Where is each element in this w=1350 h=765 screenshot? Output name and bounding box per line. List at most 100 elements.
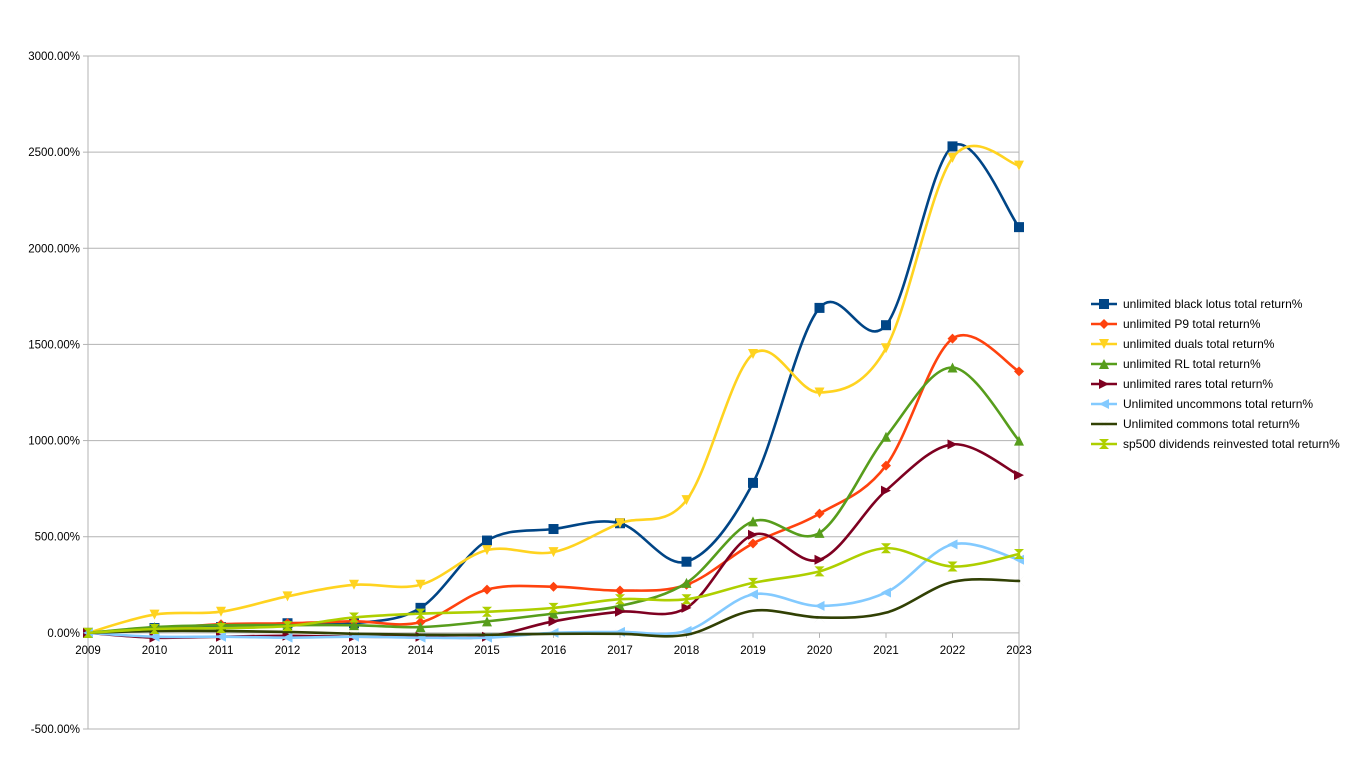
data-point-marker [748, 477, 758, 488]
x-tick-label: 2013 [341, 645, 367, 657]
data-point-marker [548, 628, 559, 639]
data-point-marker [748, 605, 758, 616]
data-point-marker [482, 616, 492, 627]
legend-entry: sp500 dividends reinvested total return% [1091, 437, 1340, 451]
data-point-marker [814, 387, 825, 398]
legend-label: unlimited black lotus total return% [1123, 297, 1303, 311]
data-point-marker [947, 141, 958, 152]
grid [87, 55, 1020, 730]
data-point-marker [216, 631, 226, 642]
data-point-marker [881, 460, 891, 471]
data-point-marker [681, 594, 692, 605]
data-point-marker [1014, 160, 1024, 171]
data-point-marker [282, 632, 293, 643]
data-point-marker [415, 629, 426, 640]
data-point-marker [482, 545, 492, 556]
data-point-marker [947, 333, 958, 344]
legend-entry: unlimited RL total return% [1091, 357, 1261, 371]
data-point-marker [748, 349, 758, 360]
legend-marker [1099, 339, 1109, 349]
data-point-marker [349, 628, 359, 639]
legend-marker [1099, 419, 1109, 429]
data-point-marker [1014, 575, 1024, 586]
x-tick-label: 2011 [209, 645, 234, 657]
x-tick-label: 2009 [75, 645, 101, 657]
data-point-marker [615, 585, 625, 596]
data-point-marker [814, 612, 825, 623]
x-tick-label: 2020 [807, 645, 833, 657]
data-point-marker [681, 556, 692, 567]
legend-entry: unlimited P9 total return% [1091, 317, 1261, 331]
legend-marker [1099, 299, 1109, 309]
data-point-marker [814, 566, 825, 577]
data-point-marker [615, 606, 625, 617]
x-tick-label: 2021 [873, 645, 899, 657]
data-point-marker [947, 362, 958, 373]
data-point-marker [748, 516, 758, 527]
data-point-marker [1014, 222, 1024, 233]
series-0 [83, 141, 1024, 638]
data-point-marker [1014, 435, 1024, 446]
data-point-marker [814, 527, 825, 538]
data-point-marker [947, 439, 958, 450]
data-point-marker [482, 629, 492, 640]
legend-marker [1099, 439, 1109, 449]
data-point-marker [216, 623, 226, 634]
data-point-marker [881, 607, 891, 618]
legend-marker [1099, 359, 1109, 369]
series-line [86, 366, 1021, 635]
data-point-marker [947, 576, 958, 587]
series-line [86, 578, 1021, 638]
data-point-marker [282, 626, 293, 637]
legend-entry: unlimited black lotus total return% [1091, 297, 1303, 311]
legend-entry: Unlimited commons total return% [1091, 417, 1300, 431]
data-point-marker [615, 628, 625, 639]
series-line [86, 144, 1021, 635]
data-point-marker [482, 606, 492, 617]
data-point-marker [947, 539, 958, 550]
data-point-marker [748, 589, 758, 600]
data-point-marker [548, 547, 559, 558]
y-tick-label: 0.00% [47, 628, 80, 640]
data-point-marker [748, 577, 758, 588]
legend-label: unlimited P9 total return% [1123, 317, 1261, 331]
series-line [86, 143, 1021, 635]
y-tick-label: 2000.00% [28, 243, 80, 255]
y-tick-label: 500.00% [35, 532, 80, 544]
data-point-marker [548, 602, 559, 613]
data-point-marker [548, 608, 559, 619]
legend-entry: unlimited rares total return% [1091, 377, 1273, 391]
data-point-marker [748, 529, 758, 540]
legend-entry: Unlimited uncommons total return% [1091, 397, 1313, 411]
data-point-marker [681, 577, 692, 588]
y-tick-label: -500.00% [31, 724, 80, 736]
data-point-marker [415, 608, 426, 619]
data-point-marker [881, 343, 891, 354]
legend-marker [1099, 379, 1109, 389]
data-point-marker [349, 612, 359, 623]
legend-entry: unlimited duals total return% [1091, 337, 1275, 351]
data-point-marker [415, 579, 426, 590]
data-point-marker [881, 485, 891, 496]
data-point-marker [149, 609, 160, 620]
data-point-marker [814, 600, 825, 611]
data-point-marker [814, 508, 825, 519]
series-group [83, 141, 1024, 643]
legend-label: unlimited RL total return% [1123, 357, 1261, 371]
data-point-marker [881, 587, 891, 598]
series-7 [83, 543, 1024, 638]
data-point-marker [947, 152, 958, 163]
data-point-marker [1014, 470, 1024, 481]
legend: unlimited black lotus total return% unlim… [1091, 297, 1340, 451]
data-point-marker [814, 554, 825, 565]
data-point-marker [947, 561, 958, 572]
series-3 [83, 362, 1024, 638]
data-point-marker [681, 602, 692, 613]
x-tick-label: 2015 [474, 645, 500, 657]
data-point-marker [149, 624, 160, 635]
axes: -500.00% 0.00% 500.00% 1000.00% 1500.00% 2000… [28, 51, 1032, 736]
legend-label: Unlimited uncommons total return% [1123, 397, 1313, 411]
x-tick-label: 2014 [408, 645, 434, 657]
data-point-marker [1014, 549, 1024, 560]
